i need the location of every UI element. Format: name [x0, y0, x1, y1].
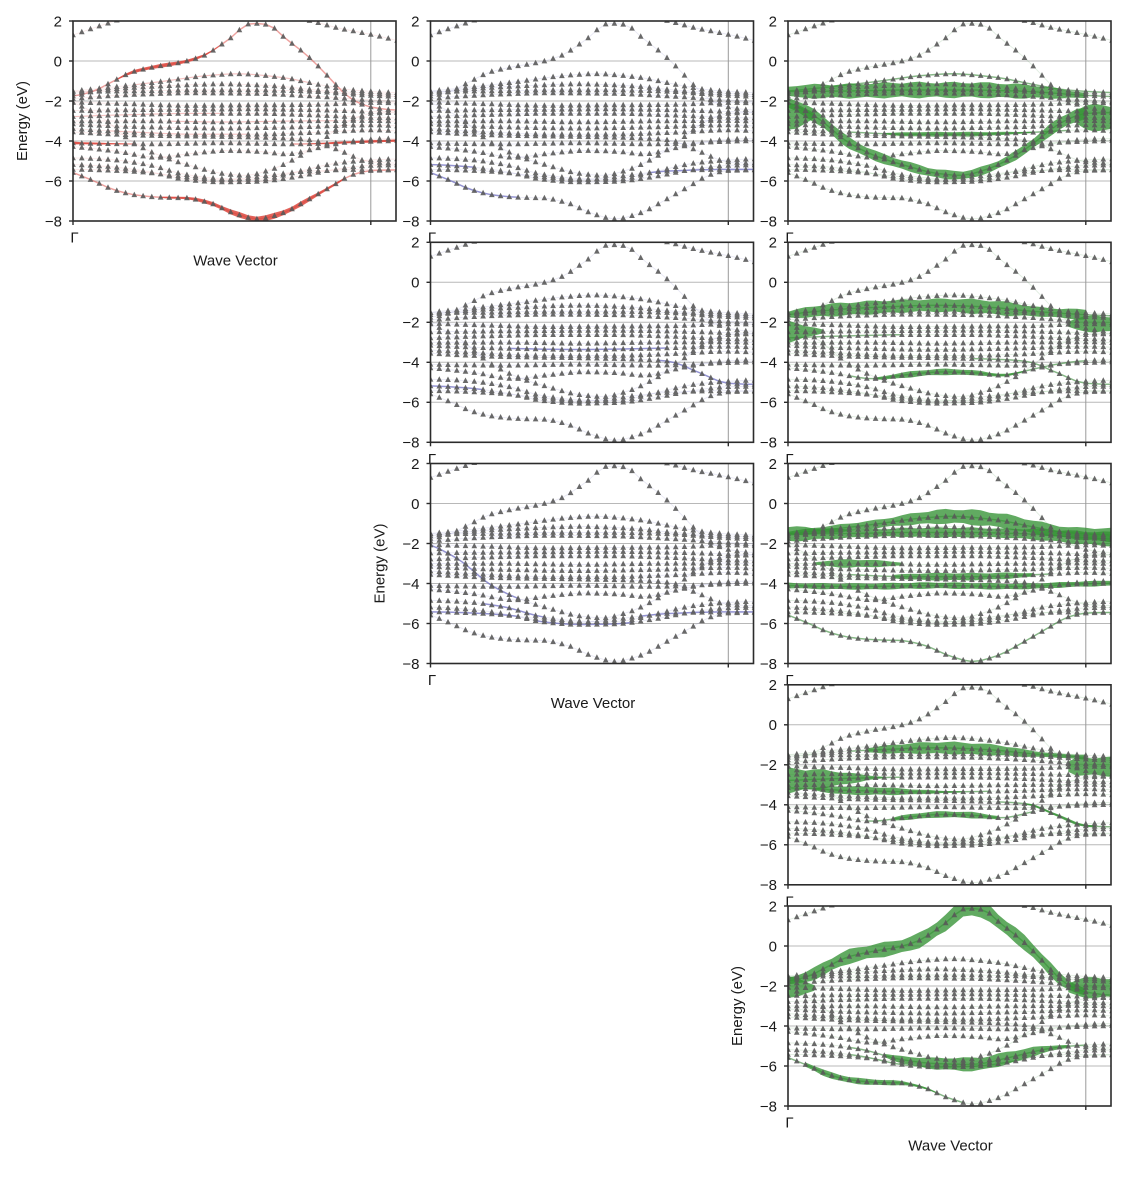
svg-text:−2: −2: [760, 93, 777, 110]
svg-text:−8: −8: [402, 213, 419, 230]
svg-text:0: 0: [769, 53, 777, 70]
svg-text:0: 0: [769, 275, 777, 292]
svg-text:−4: −4: [402, 576, 419, 593]
svg-text:Γ: Γ: [428, 672, 436, 689]
svg-text:Wave Vector: Wave Vector: [908, 1138, 992, 1155]
svg-text:−6: −6: [760, 395, 777, 412]
svg-text:−4: −4: [760, 576, 777, 593]
svg-text:0: 0: [411, 275, 419, 292]
svg-text:0: 0: [411, 53, 419, 70]
svg-text:2: 2: [54, 13, 62, 30]
svg-text:−6: −6: [760, 616, 777, 633]
svg-text:−4: −4: [760, 355, 777, 372]
svg-text:−8: −8: [760, 1098, 777, 1115]
svg-text:Wave Vector: Wave Vector: [193, 253, 277, 270]
svg-text:−6: −6: [402, 616, 419, 633]
svg-text:0: 0: [769, 938, 777, 955]
svg-text:Γ: Γ: [428, 230, 436, 247]
svg-text:−2: −2: [45, 93, 62, 110]
svg-text:−6: −6: [760, 837, 777, 854]
svg-text:−8: −8: [402, 435, 419, 452]
svg-text:−2: −2: [402, 93, 419, 110]
svg-text:Energy (eV): Energy (eV): [14, 81, 31, 161]
svg-text:−8: −8: [760, 213, 777, 230]
svg-text:2: 2: [769, 456, 777, 473]
svg-text:Energy (eV): Energy (eV): [729, 966, 746, 1046]
svg-text:−6: −6: [45, 173, 62, 190]
svg-text:−2: −2: [402, 315, 419, 332]
svg-text:Γ: Γ: [785, 893, 793, 910]
svg-text:0: 0: [769, 717, 777, 734]
svg-text:0: 0: [54, 53, 62, 70]
svg-text:−8: −8: [760, 435, 777, 452]
svg-text:Energy (eV): Energy (eV): [372, 523, 389, 603]
svg-text:2: 2: [411, 456, 419, 473]
svg-text:−2: −2: [760, 978, 777, 995]
svg-text:Γ: Γ: [785, 1115, 793, 1132]
svg-text:−2: −2: [760, 757, 777, 774]
svg-text:0: 0: [769, 496, 777, 513]
svg-text:2: 2: [769, 13, 777, 30]
svg-text:2: 2: [411, 235, 419, 252]
svg-text:2: 2: [769, 898, 777, 915]
svg-text:−8: −8: [760, 656, 777, 673]
svg-text:2: 2: [411, 13, 419, 30]
svg-text:−8: −8: [402, 656, 419, 673]
svg-text:−2: −2: [760, 536, 777, 553]
svg-text:Γ: Γ: [785, 451, 793, 468]
svg-text:−6: −6: [760, 173, 777, 190]
svg-text:2: 2: [769, 677, 777, 694]
svg-text:2: 2: [769, 235, 777, 252]
svg-text:−6: −6: [760, 1058, 777, 1075]
svg-text:0: 0: [411, 496, 419, 513]
svg-text:Γ: Γ: [785, 230, 793, 247]
svg-text:−6: −6: [402, 173, 419, 190]
svg-text:−2: −2: [760, 315, 777, 332]
svg-text:Γ: Γ: [428, 451, 436, 468]
svg-text:Γ: Γ: [785, 672, 793, 689]
svg-text:−6: −6: [402, 395, 419, 412]
svg-text:Wave Vector: Wave Vector: [551, 695, 635, 712]
svg-text:−8: −8: [760, 877, 777, 894]
svg-text:−4: −4: [402, 355, 419, 372]
svg-text:−4: −4: [760, 1018, 777, 1035]
svg-text:Γ: Γ: [70, 230, 78, 247]
svg-text:−4: −4: [45, 133, 62, 150]
svg-text:−8: −8: [45, 213, 62, 230]
svg-text:−4: −4: [760, 133, 777, 150]
svg-text:−4: −4: [402, 133, 419, 150]
svg-text:−4: −4: [760, 797, 777, 814]
svg-text:−2: −2: [402, 536, 419, 553]
